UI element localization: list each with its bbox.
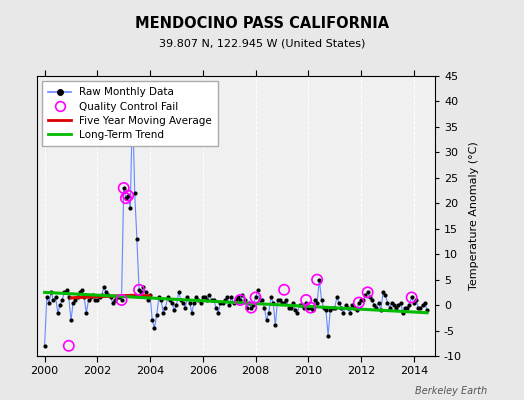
Point bbox=[355, 299, 363, 306]
Point bbox=[252, 294, 260, 301]
Point bbox=[280, 287, 288, 293]
Point bbox=[408, 294, 416, 301]
Point bbox=[302, 297, 310, 303]
Point bbox=[135, 287, 143, 293]
Point bbox=[307, 304, 315, 311]
Text: MENDOCINO PASS CALIFORNIA: MENDOCINO PASS CALIFORNIA bbox=[135, 16, 389, 31]
Point bbox=[122, 195, 130, 201]
Point bbox=[236, 297, 244, 303]
Legend: Raw Monthly Data, Quality Control Fail, Five Year Moving Average, Long-Term Tren: Raw Monthly Data, Quality Control Fail, … bbox=[42, 81, 219, 146]
Point bbox=[117, 297, 126, 303]
Text: 39.807 N, 122.945 W (United States): 39.807 N, 122.945 W (United States) bbox=[159, 38, 365, 48]
Text: Berkeley Earth: Berkeley Earth bbox=[415, 386, 487, 396]
Point bbox=[64, 343, 73, 349]
Point bbox=[124, 192, 132, 199]
Point bbox=[128, 98, 137, 105]
Point bbox=[119, 185, 128, 191]
Point bbox=[247, 304, 255, 311]
Y-axis label: Temperature Anomaly (°C): Temperature Anomaly (°C) bbox=[469, 142, 479, 290]
Point bbox=[364, 289, 372, 296]
Point bbox=[313, 276, 321, 283]
